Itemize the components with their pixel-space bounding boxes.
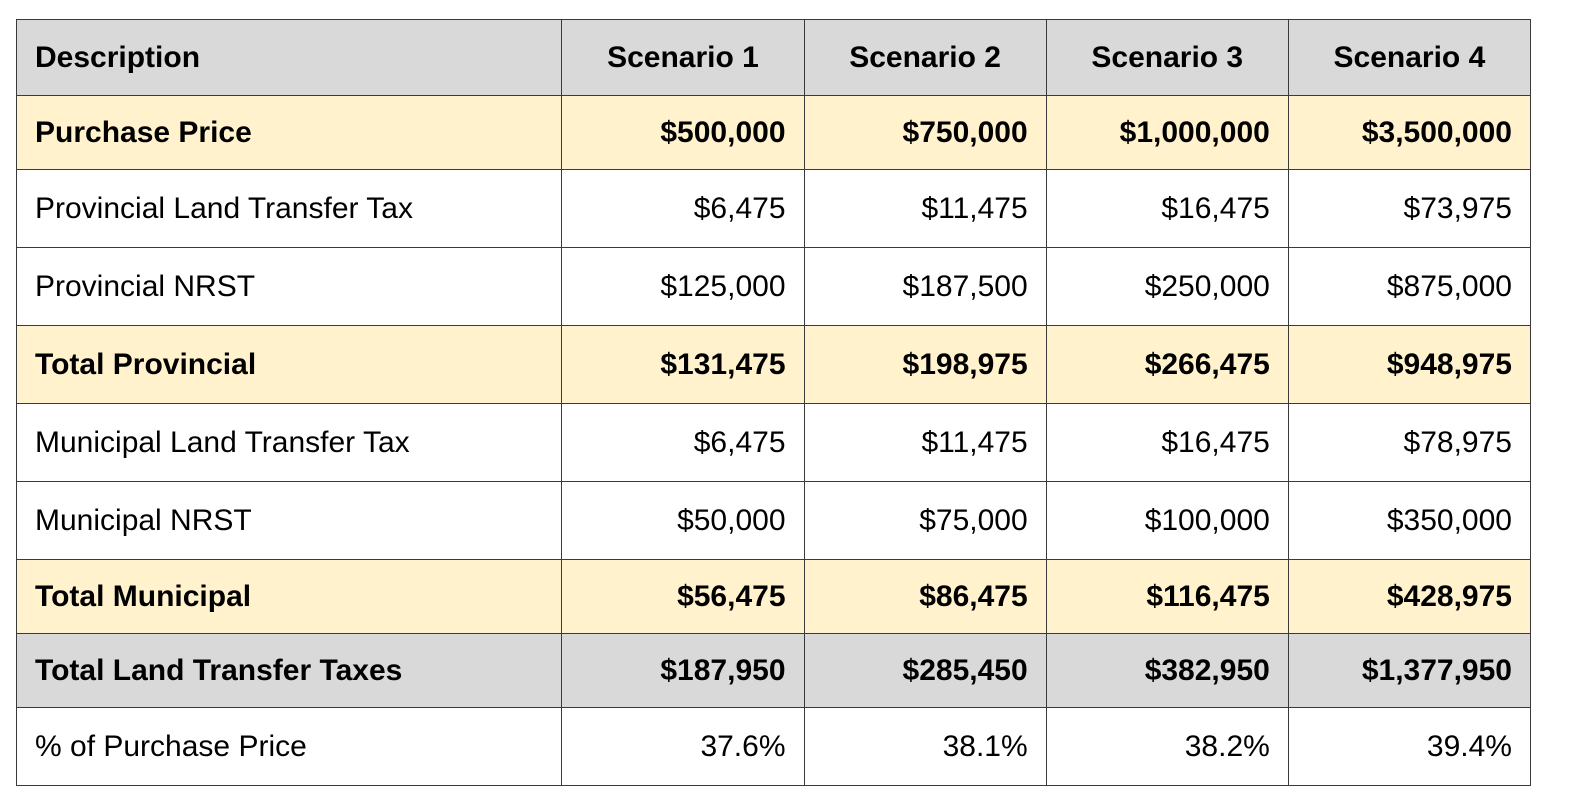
cell-scenario-3: 38.2%: [1045, 707, 1289, 786]
cell-scenario-3: $116,475: [1045, 559, 1289, 634]
row-label: Municipal Land Transfer Tax: [15, 403, 563, 482]
column-header-scenario-1: Scenario 1: [561, 19, 805, 96]
row-label: Total Provincial: [15, 325, 563, 404]
cell-scenario-1: $6,475: [561, 169, 805, 248]
cell-scenario-1: $131,475: [561, 325, 805, 404]
cell-scenario-1: $56,475: [561, 559, 805, 634]
row-label: Municipal NRST: [15, 481, 563, 560]
row-purchase-price: Purchase Price $500,000 $750,000 $1,000,…: [15, 95, 1532, 170]
cell-scenario-1: $187,950: [561, 633, 805, 708]
row-percent-of-purchase-price: % of Purchase Price 37.6% 38.1% 38.2% 39…: [15, 707, 1532, 786]
row-label: % of Purchase Price: [15, 707, 563, 786]
cell-scenario-4: $948,975: [1287, 325, 1532, 404]
cell-scenario-3: $100,000: [1045, 481, 1289, 560]
row-total-land-transfer-taxes: Total Land Transfer Taxes $187,950 $285,…: [15, 633, 1532, 708]
cell-scenario-4: $3,500,000: [1287, 95, 1532, 170]
cell-scenario-2: $11,475: [803, 403, 1047, 482]
cell-scenario-4: $350,000: [1287, 481, 1532, 560]
land-transfer-tax-table: Description Scenario 1 Scenario 2 Scenar…: [15, 19, 1532, 786]
cell-scenario-1: $6,475: [561, 403, 805, 482]
cell-scenario-3: $16,475: [1045, 403, 1289, 482]
cell-scenario-2: $750,000: [803, 95, 1047, 170]
cell-scenario-4: $875,000: [1287, 247, 1532, 326]
row-label: Purchase Price: [15, 95, 563, 170]
table-header-row: Description Scenario 1 Scenario 2 Scenar…: [15, 19, 1532, 96]
cell-scenario-3: $16,475: [1045, 169, 1289, 248]
column-header-scenario-2: Scenario 2: [803, 19, 1047, 96]
column-header-scenario-3: Scenario 3: [1045, 19, 1289, 96]
row-municipal-land-transfer-tax: Municipal Land Transfer Tax $6,475 $11,4…: [15, 403, 1532, 482]
cell-scenario-2: 38.1%: [803, 707, 1047, 786]
row-provincial-nrst: Provincial NRST $125,000 $187,500 $250,0…: [15, 247, 1532, 326]
row-label: Total Municipal: [15, 559, 563, 634]
row-municipal-nrst: Municipal NRST $50,000 $75,000 $100,000 …: [15, 481, 1532, 560]
cell-scenario-2: $187,500: [803, 247, 1047, 326]
cell-scenario-4: $1,377,950: [1287, 633, 1532, 708]
cell-scenario-3: $1,000,000: [1045, 95, 1289, 170]
cell-scenario-4: $78,975: [1287, 403, 1532, 482]
cell-scenario-4: 39.4%: [1287, 707, 1532, 786]
cell-scenario-2: $198,975: [803, 325, 1047, 404]
column-header-description: Description: [15, 19, 563, 96]
cell-scenario-1: $50,000: [561, 481, 805, 560]
cell-scenario-1: 37.6%: [561, 707, 805, 786]
row-total-municipal: Total Municipal $56,475 $86,475 $116,475…: [15, 559, 1532, 634]
cell-scenario-4: $73,975: [1287, 169, 1532, 248]
column-header-scenario-4: Scenario 4: [1287, 19, 1532, 96]
cell-scenario-4: $428,975: [1287, 559, 1532, 634]
cell-scenario-1: $125,000: [561, 247, 805, 326]
row-label: Provincial Land Transfer Tax: [15, 169, 563, 248]
row-label: Provincial NRST: [15, 247, 563, 326]
row-provincial-land-transfer-tax: Provincial Land Transfer Tax $6,475 $11,…: [15, 169, 1532, 248]
cell-scenario-2: $11,475: [803, 169, 1047, 248]
cell-scenario-2: $86,475: [803, 559, 1047, 634]
row-label: Total Land Transfer Taxes: [15, 633, 563, 708]
cell-scenario-3: $250,000: [1045, 247, 1289, 326]
cell-scenario-1: $500,000: [561, 95, 805, 170]
row-total-provincial: Total Provincial $131,475 $198,975 $266,…: [15, 325, 1532, 404]
cell-scenario-2: $75,000: [803, 481, 1047, 560]
cell-scenario-3: $382,950: [1045, 633, 1289, 708]
cell-scenario-3: $266,475: [1045, 325, 1289, 404]
cell-scenario-2: $285,450: [803, 633, 1047, 708]
